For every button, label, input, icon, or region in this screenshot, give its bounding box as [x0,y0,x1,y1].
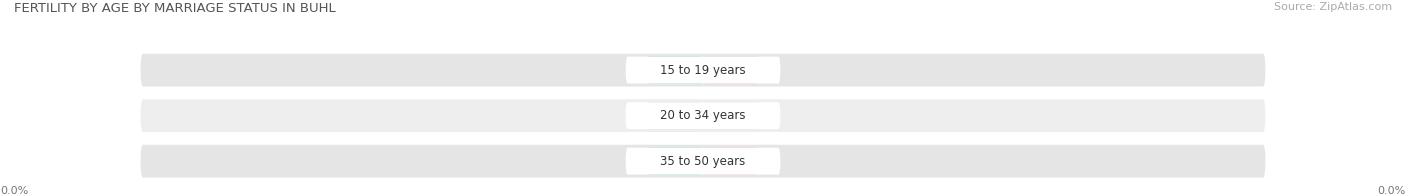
FancyBboxPatch shape [141,145,1265,178]
Text: 0.0%: 0.0% [717,111,745,121]
FancyBboxPatch shape [141,99,1265,132]
Text: 35 to 50 years: 35 to 50 years [661,155,745,168]
Text: 0.0%: 0.0% [0,186,28,196]
FancyBboxPatch shape [141,54,1265,86]
FancyBboxPatch shape [703,102,759,129]
Text: 0.0%: 0.0% [661,111,689,121]
FancyBboxPatch shape [647,102,703,129]
FancyBboxPatch shape [647,148,703,175]
FancyBboxPatch shape [626,148,780,175]
Text: FERTILITY BY AGE BY MARRIAGE STATUS IN BUHL: FERTILITY BY AGE BY MARRIAGE STATUS IN B… [14,2,336,15]
FancyBboxPatch shape [703,148,759,175]
Text: 20 to 34 years: 20 to 34 years [661,109,745,122]
FancyBboxPatch shape [626,102,780,129]
Text: 15 to 19 years: 15 to 19 years [661,64,745,77]
Text: 0.0%: 0.0% [717,156,745,166]
Text: 0.0%: 0.0% [717,65,745,75]
FancyBboxPatch shape [626,57,780,83]
Text: 0.0%: 0.0% [661,156,689,166]
Text: Source: ZipAtlas.com: Source: ZipAtlas.com [1274,2,1392,12]
FancyBboxPatch shape [647,57,703,83]
Text: 0.0%: 0.0% [661,65,689,75]
FancyBboxPatch shape [703,57,759,83]
Text: 0.0%: 0.0% [1378,186,1406,196]
